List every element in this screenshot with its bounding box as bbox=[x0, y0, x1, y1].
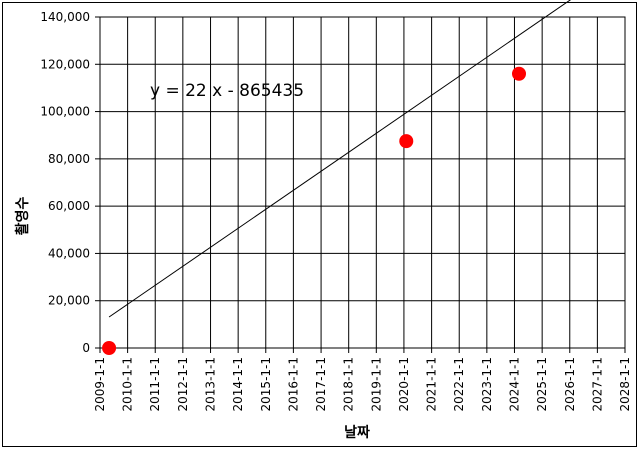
x-tick-label: 2019-1-1 bbox=[369, 357, 383, 411]
y-tick-label: 0 bbox=[82, 341, 90, 355]
y-tick-label: 140,000 bbox=[40, 10, 90, 24]
x-tick-label: 2026-1-1 bbox=[563, 357, 577, 411]
x-tick-label: 2015-1-1 bbox=[259, 357, 273, 411]
data-point bbox=[399, 134, 414, 149]
x-axis: 2009-1-1 2010-1-1 2011-1-1 2012-1-1 2013-1-1… bbox=[93, 348, 632, 411]
x-tick-label: 2011-1-1 bbox=[148, 357, 162, 411]
y-axis-title: 촬영수 bbox=[14, 197, 31, 236]
y-tick-label: 100,000 bbox=[40, 105, 90, 119]
y-tick-label: 120,000 bbox=[40, 57, 90, 71]
x-tick-label: 2012-1-1 bbox=[176, 357, 190, 411]
data-point bbox=[102, 341, 117, 355]
trendline bbox=[108, 0, 572, 318]
plot-border bbox=[99, 16, 626, 349]
x-tick-label: 2025-1-1 bbox=[535, 357, 549, 411]
y-tick-label: 60,000 bbox=[48, 199, 90, 213]
x-tick-label: 2022-1-1 bbox=[452, 357, 466, 411]
y-axis: 0 20,000 40,000 60,000 80,000 100,000 120,000 1… bbox=[40, 10, 100, 355]
trendline-equation: y = 22 x - 865435 bbox=[150, 81, 304, 101]
x-tick-label: 2020-1-1 bbox=[397, 357, 411, 411]
y-tick-label: 80,000 bbox=[48, 152, 90, 166]
y-tick-label: 20,000 bbox=[48, 294, 90, 308]
data-point bbox=[512, 66, 527, 81]
x-axis-title: 날짜 bbox=[344, 425, 370, 441]
x-tick-label: 2010-1-1 bbox=[121, 357, 135, 411]
x-tick-label: 2013-1-1 bbox=[204, 357, 218, 411]
x-tick-label: 2014-1-1 bbox=[231, 357, 245, 411]
x-tick-label: 2017-1-1 bbox=[314, 357, 328, 411]
x-tick-label: 2021-1-1 bbox=[425, 357, 439, 411]
x-tick-label: 2023-1-1 bbox=[480, 357, 494, 411]
x-tick-label: 2016-1-1 bbox=[286, 357, 300, 411]
plot-area bbox=[100, 17, 625, 348]
x-tick-label: 2009-1-1 bbox=[93, 357, 107, 411]
data-points bbox=[102, 66, 527, 355]
y-tick-label: 40,000 bbox=[48, 246, 90, 260]
x-tick-label: 2018-1-1 bbox=[342, 357, 356, 411]
x-tick-label: 2027-1-1 bbox=[590, 357, 604, 411]
x-tick-label: 2028-1-1 bbox=[618, 357, 632, 411]
x-tick-label: 2024-1-1 bbox=[507, 357, 521, 411]
